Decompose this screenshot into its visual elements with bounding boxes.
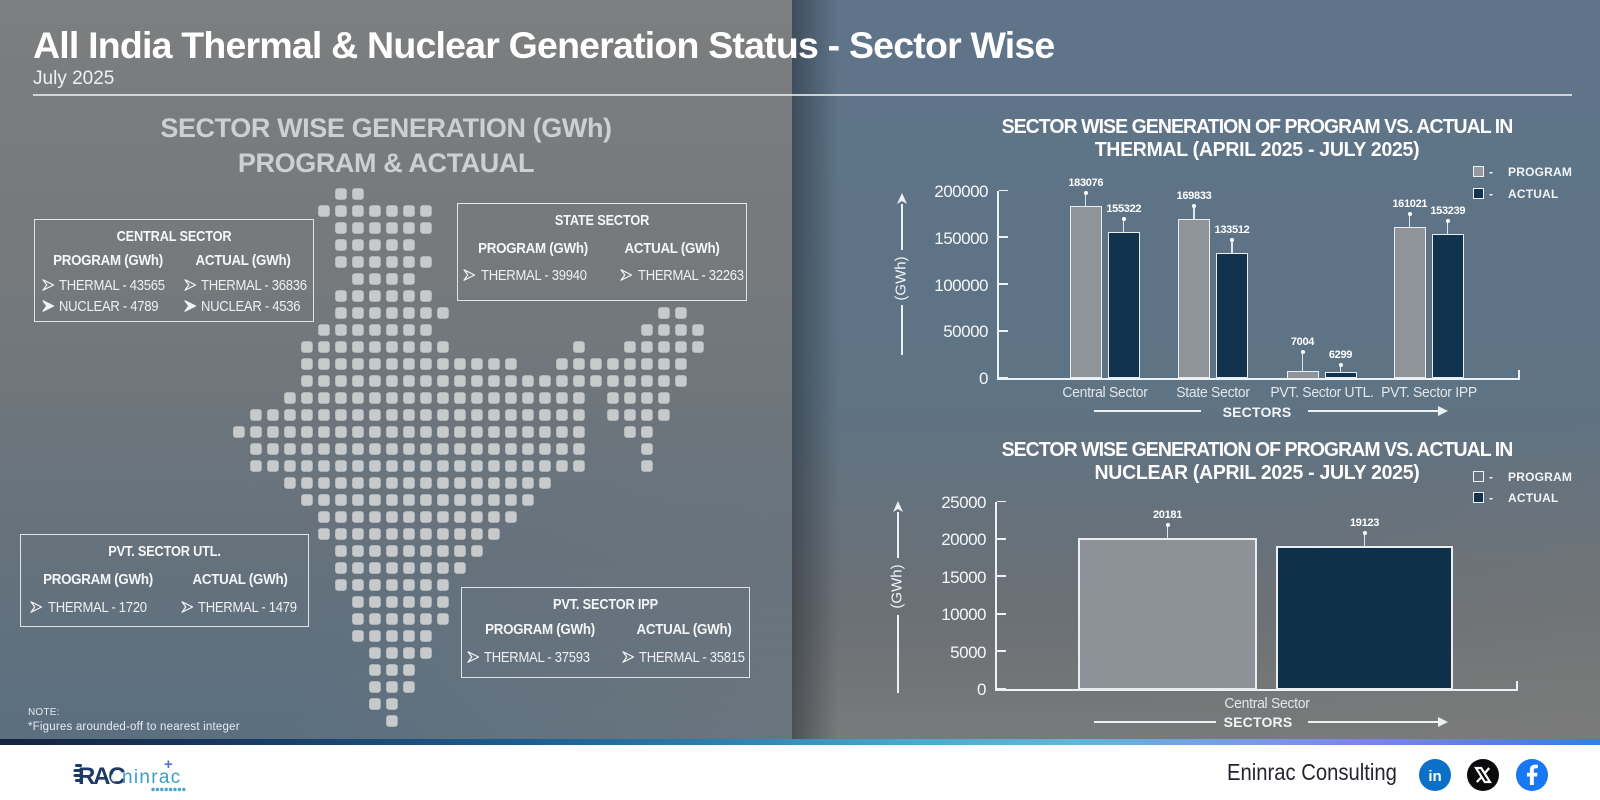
- svg-text:+: +: [164, 756, 173, 773]
- svg-text:RAC: RAC: [78, 763, 125, 790]
- svg-text:ninrac: ninrac: [122, 767, 182, 788]
- svg-text:in: in: [1428, 768, 1441, 785]
- svg-text:e: e: [111, 769, 119, 786]
